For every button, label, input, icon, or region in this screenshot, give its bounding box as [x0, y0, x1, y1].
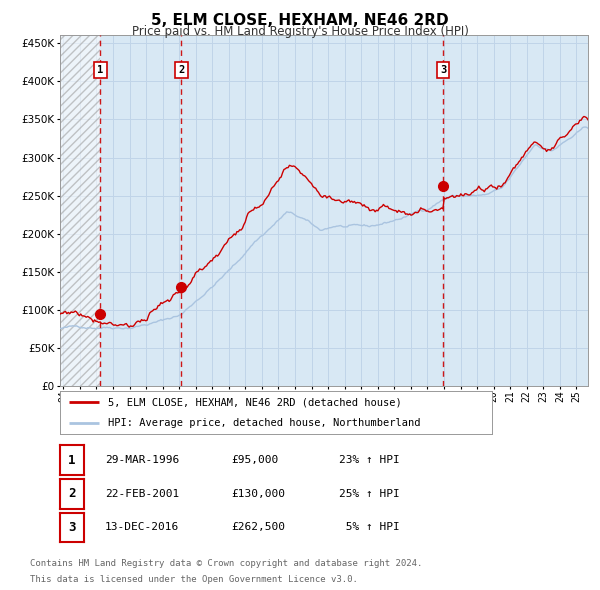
Text: Price paid vs. HM Land Registry's House Price Index (HPI): Price paid vs. HM Land Registry's House … [131, 25, 469, 38]
Bar [60, 35, 100, 386]
Text: 5, ELM CLOSE, HEXHAM, NE46 2RD (detached house): 5, ELM CLOSE, HEXHAM, NE46 2RD (detached… [107, 397, 401, 407]
Text: Contains HM Land Registry data © Crown copyright and database right 2024.: Contains HM Land Registry data © Crown c… [30, 559, 422, 568]
Text: £130,000: £130,000 [231, 489, 285, 499]
Text: 5% ↑ HPI: 5% ↑ HPI [339, 523, 400, 532]
Text: 1: 1 [68, 454, 76, 467]
Text: 29-MAR-1996: 29-MAR-1996 [105, 455, 179, 465]
Text: This data is licensed under the Open Government Licence v3.0.: This data is licensed under the Open Gov… [30, 575, 358, 584]
Text: £95,000: £95,000 [231, 455, 278, 465]
Text: 3: 3 [440, 65, 446, 75]
Text: 23% ↑ HPI: 23% ↑ HPI [339, 455, 400, 465]
Text: 2: 2 [178, 65, 185, 75]
Text: 3: 3 [68, 521, 76, 534]
Text: 1: 1 [97, 65, 104, 75]
Text: 5, ELM CLOSE, HEXHAM, NE46 2RD: 5, ELM CLOSE, HEXHAM, NE46 2RD [151, 13, 449, 28]
Text: HPI: Average price, detached house, Northumberland: HPI: Average price, detached house, Nort… [107, 418, 420, 428]
Text: £262,500: £262,500 [231, 523, 285, 532]
Text: 2: 2 [68, 487, 76, 500]
Text: 13-DEC-2016: 13-DEC-2016 [105, 523, 179, 532]
Text: 22-FEB-2001: 22-FEB-2001 [105, 489, 179, 499]
Text: 25% ↑ HPI: 25% ↑ HPI [339, 489, 400, 499]
